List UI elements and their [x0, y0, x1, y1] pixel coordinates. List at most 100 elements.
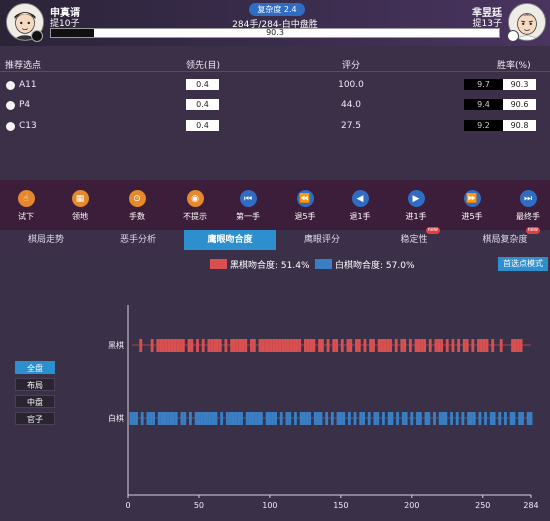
- recommendation-row[interactable]: A11 0.4 100.0 9.7 90.3: [0, 79, 550, 93]
- series-label: 白棋: [108, 413, 124, 423]
- recommendation-radio[interactable]: [6, 101, 15, 110]
- match-mark: [461, 412, 465, 425]
- match-mark: [357, 339, 361, 352]
- tab-2[interactable]: 鹰眼吻合度: [184, 230, 276, 250]
- match-mark: [512, 412, 516, 425]
- match-mark: [316, 412, 320, 425]
- match-mark: [479, 339, 483, 352]
- legend-white: 白棋吻合度: 57.0%: [315, 258, 415, 271]
- match-mark: [320, 339, 324, 352]
- match-mark: [509, 412, 513, 425]
- match-mark: [423, 339, 426, 352]
- preferred-move-mode-button[interactable]: 首选点模式: [498, 257, 548, 271]
- x-tick-label: 50: [194, 501, 204, 510]
- match-mark: [437, 339, 441, 352]
- match-mark: [482, 339, 486, 352]
- new-badge: new: [525, 227, 540, 234]
- match-mark: [139, 339, 143, 352]
- match-mark: [196, 339, 199, 352]
- match-mark: [477, 339, 480, 352]
- phase-button-3[interactable]: 官子: [15, 412, 55, 425]
- match-mark: [471, 339, 475, 352]
- match-mark: [279, 412, 283, 425]
- match-mark: [462, 339, 466, 352]
- match-mark: [206, 412, 209, 425]
- match-mark: [164, 339, 168, 352]
- recommendation-row[interactable]: C13 0.4 27.5 9.2 90.8: [0, 120, 550, 134]
- match-mark: [208, 412, 212, 425]
- match-mark: [294, 412, 297, 425]
- hide-hint-icon: ◉: [186, 190, 204, 207]
- black-captures: 提10子: [50, 19, 80, 29]
- phase-button-2[interactable]: 中盘: [15, 395, 55, 408]
- match-mark: [214, 412, 218, 425]
- recommendation-move: P4: [19, 100, 31, 110]
- match-mark: [359, 412, 363, 425]
- match-mark: [478, 412, 482, 425]
- match-mark: [135, 412, 138, 425]
- match-mark: [258, 339, 262, 352]
- tool-label: 退1手: [349, 212, 371, 221]
- match-mark: [159, 339, 163, 352]
- recommendation-radio[interactable]: [6, 122, 15, 131]
- match-mark: [259, 412, 263, 425]
- match-mark: [380, 339, 384, 352]
- recommendation-winrate-white: 90.6: [503, 99, 536, 110]
- match-mark: [414, 339, 418, 352]
- tool-button-first-move[interactable]: ⏮ 第一手: [228, 190, 268, 222]
- tool-button-hide-hint[interactable]: ◉ 不提示: [175, 190, 215, 222]
- match-mark: [387, 412, 391, 425]
- tool-button-move-number[interactable]: ⊙ 手数: [117, 190, 157, 222]
- match-mark: [485, 339, 489, 352]
- match-mark: [238, 339, 242, 352]
- tool-button-territory[interactable]: ▦ 领地: [60, 190, 100, 222]
- match-mark: [390, 412, 394, 425]
- tab-4[interactable]: 稳定性 new: [368, 227, 460, 250]
- forward-one-icon: ▶: [407, 190, 425, 207]
- match-mark: [160, 412, 164, 425]
- match-mark: [339, 412, 343, 425]
- tool-label: 试下: [18, 212, 34, 221]
- x-tick-label: 200: [404, 501, 419, 510]
- recommendation-radio[interactable]: [6, 81, 15, 90]
- recommendation-header-winrate: 胜率(%): [497, 61, 531, 71]
- match-mark: [346, 339, 350, 352]
- match-mark: [529, 412, 533, 425]
- match-mark: [170, 339, 174, 352]
- match-mark: [336, 412, 340, 425]
- tab-5[interactable]: 棋局复杂度 new: [460, 227, 550, 250]
- match-mark: [467, 412, 470, 425]
- tool-button-back-five[interactable]: ⏪ 退5手: [285, 190, 325, 222]
- tab-1[interactable]: 恶手分析: [92, 230, 184, 250]
- recommendation-row[interactable]: P4 0.4 44.0 9.4 90.6: [0, 99, 550, 113]
- x-tick-label: 100: [262, 501, 277, 510]
- tool-label: 进5手: [461, 212, 483, 221]
- white-player-name: 芈昱廷: [472, 8, 502, 19]
- match-mark: [372, 339, 375, 352]
- recommendation-winrate-black: 9.4: [464, 99, 503, 110]
- tool-button-hand[interactable]: ☝ 试下: [6, 190, 46, 222]
- match-mark: [312, 339, 316, 352]
- match-mark: [389, 339, 392, 352]
- recommendation-score: 44.0: [340, 100, 362, 110]
- match-mark: [367, 412, 371, 425]
- match-mark: [183, 412, 187, 425]
- tool-label: 手数: [129, 212, 145, 221]
- match-mark: [157, 412, 161, 425]
- match-mark: [275, 339, 279, 352]
- phase-button-1[interactable]: 布局: [15, 378, 55, 391]
- match-mark: [491, 339, 495, 352]
- tool-button-forward-one[interactable]: ▶ 进1手: [396, 190, 436, 222]
- game-result: 284手/284-白中盘胜: [232, 20, 318, 30]
- match-mark: [319, 412, 323, 425]
- match-mark: [261, 339, 265, 352]
- phase-button-0[interactable]: 全盘: [15, 361, 55, 374]
- tab-0[interactable]: 棋局走势: [0, 230, 92, 250]
- tool-button-forward-five[interactable]: ⏩ 进5手: [452, 190, 492, 222]
- tab-label: 鹰眼吻合度: [207, 235, 253, 245]
- match-mark: [444, 412, 448, 425]
- tool-button-last-move[interactable]: ⏭ 最终手: [508, 190, 548, 222]
- series-label: 黑棋: [108, 340, 124, 350]
- tab-3[interactable]: 鹰眼评分: [276, 230, 368, 250]
- tool-button-back-one[interactable]: ◀ 退1手: [340, 190, 380, 222]
